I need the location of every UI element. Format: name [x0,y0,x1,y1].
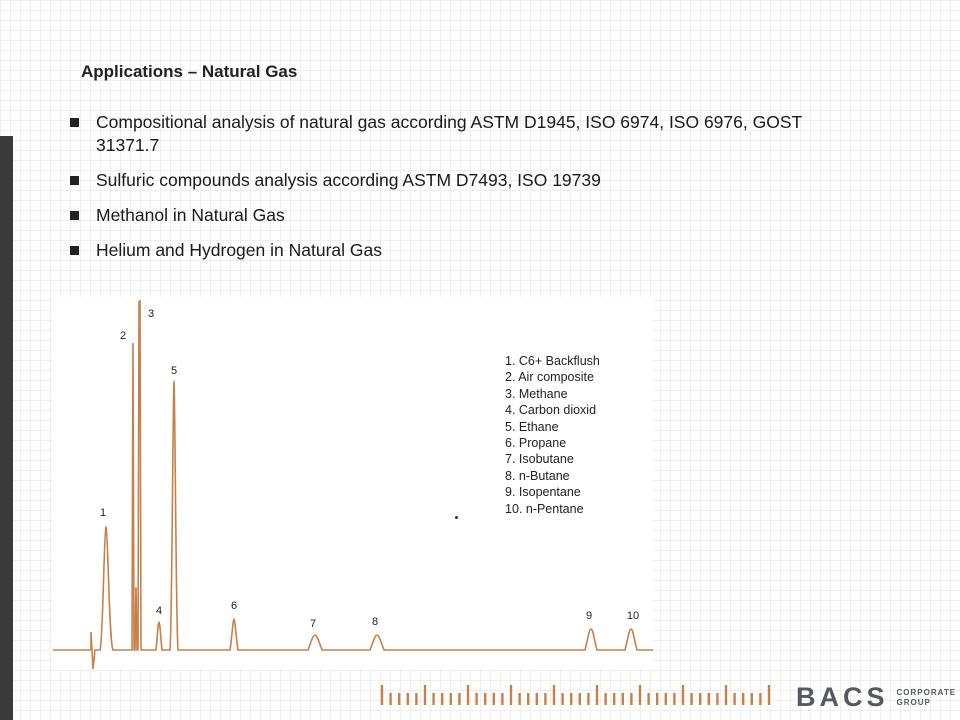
peak-label-3: 3 [148,308,154,320]
legend-item: 7. Isobutane [505,452,574,467]
legend-item: 1. C6+ Backflush [505,354,600,368]
brand-logo: BACS CORPORATE GROUP [796,682,956,713]
peak-label-10: 10 [627,610,639,622]
peak-legend: 1. C6+ Backflush 2. Air composite 3. Met… [505,353,600,517]
peak-label-7: 7 [310,618,316,630]
square-bullet-icon [70,246,79,255]
peak-label-1: 1 [100,507,106,519]
legend-item: 8. n-Butane [505,468,570,483]
legend-item: 4. Carbon dioxid [505,403,597,418]
square-bullet-icon [70,211,79,220]
legend-item: 6. Propane [505,436,567,451]
legend-item: 3. Methane [505,386,568,401]
peak-label-4: 4 [156,605,162,617]
ruler-ticks-decoration [380,685,771,705]
left-accent-bar [0,136,13,720]
peak-label-8: 8 [372,616,378,628]
chromatogram-trace [53,299,653,669]
bullet-item: Compositional analysis of natural gas ac… [70,111,830,157]
legend-item: 2. Air composite [505,370,594,385]
brand-subtitle: CORPORATE GROUP [896,687,957,707]
brand-name: BACS [796,682,889,712]
square-bullet-icon [70,118,79,127]
legend-item: 9. Isopentane [505,485,581,500]
bullet-item: Methanol in Natural Gas [70,204,830,227]
bullet-item: Helium and Hydrogen in Natural Gas [70,239,830,262]
bullet-list: Compositional analysis of natural gas ac… [70,111,830,274]
square-bullet-icon [70,176,79,185]
peak-label-5: 5 [171,365,177,377]
legend-item: 5. Ethane [505,419,559,434]
peak-label-2: 2 [120,330,126,342]
bullet-item: Sulfuric compounds analysis according AS… [70,169,830,192]
peak-label-9: 9 [586,610,592,622]
chromatogram-svg: 1 2 3 4 5 6 7 8 9 10 [53,299,653,669]
stray-dot [455,516,458,519]
peak-label-6: 6 [231,600,237,612]
slide-title: Applications – Natural Gas [81,62,298,81]
legend-item: 10. n-Pentane [505,501,584,516]
chromatogram-figure: 1 2 3 4 5 6 7 8 9 10 1. C6+ Backflush 2.… [53,297,653,669]
